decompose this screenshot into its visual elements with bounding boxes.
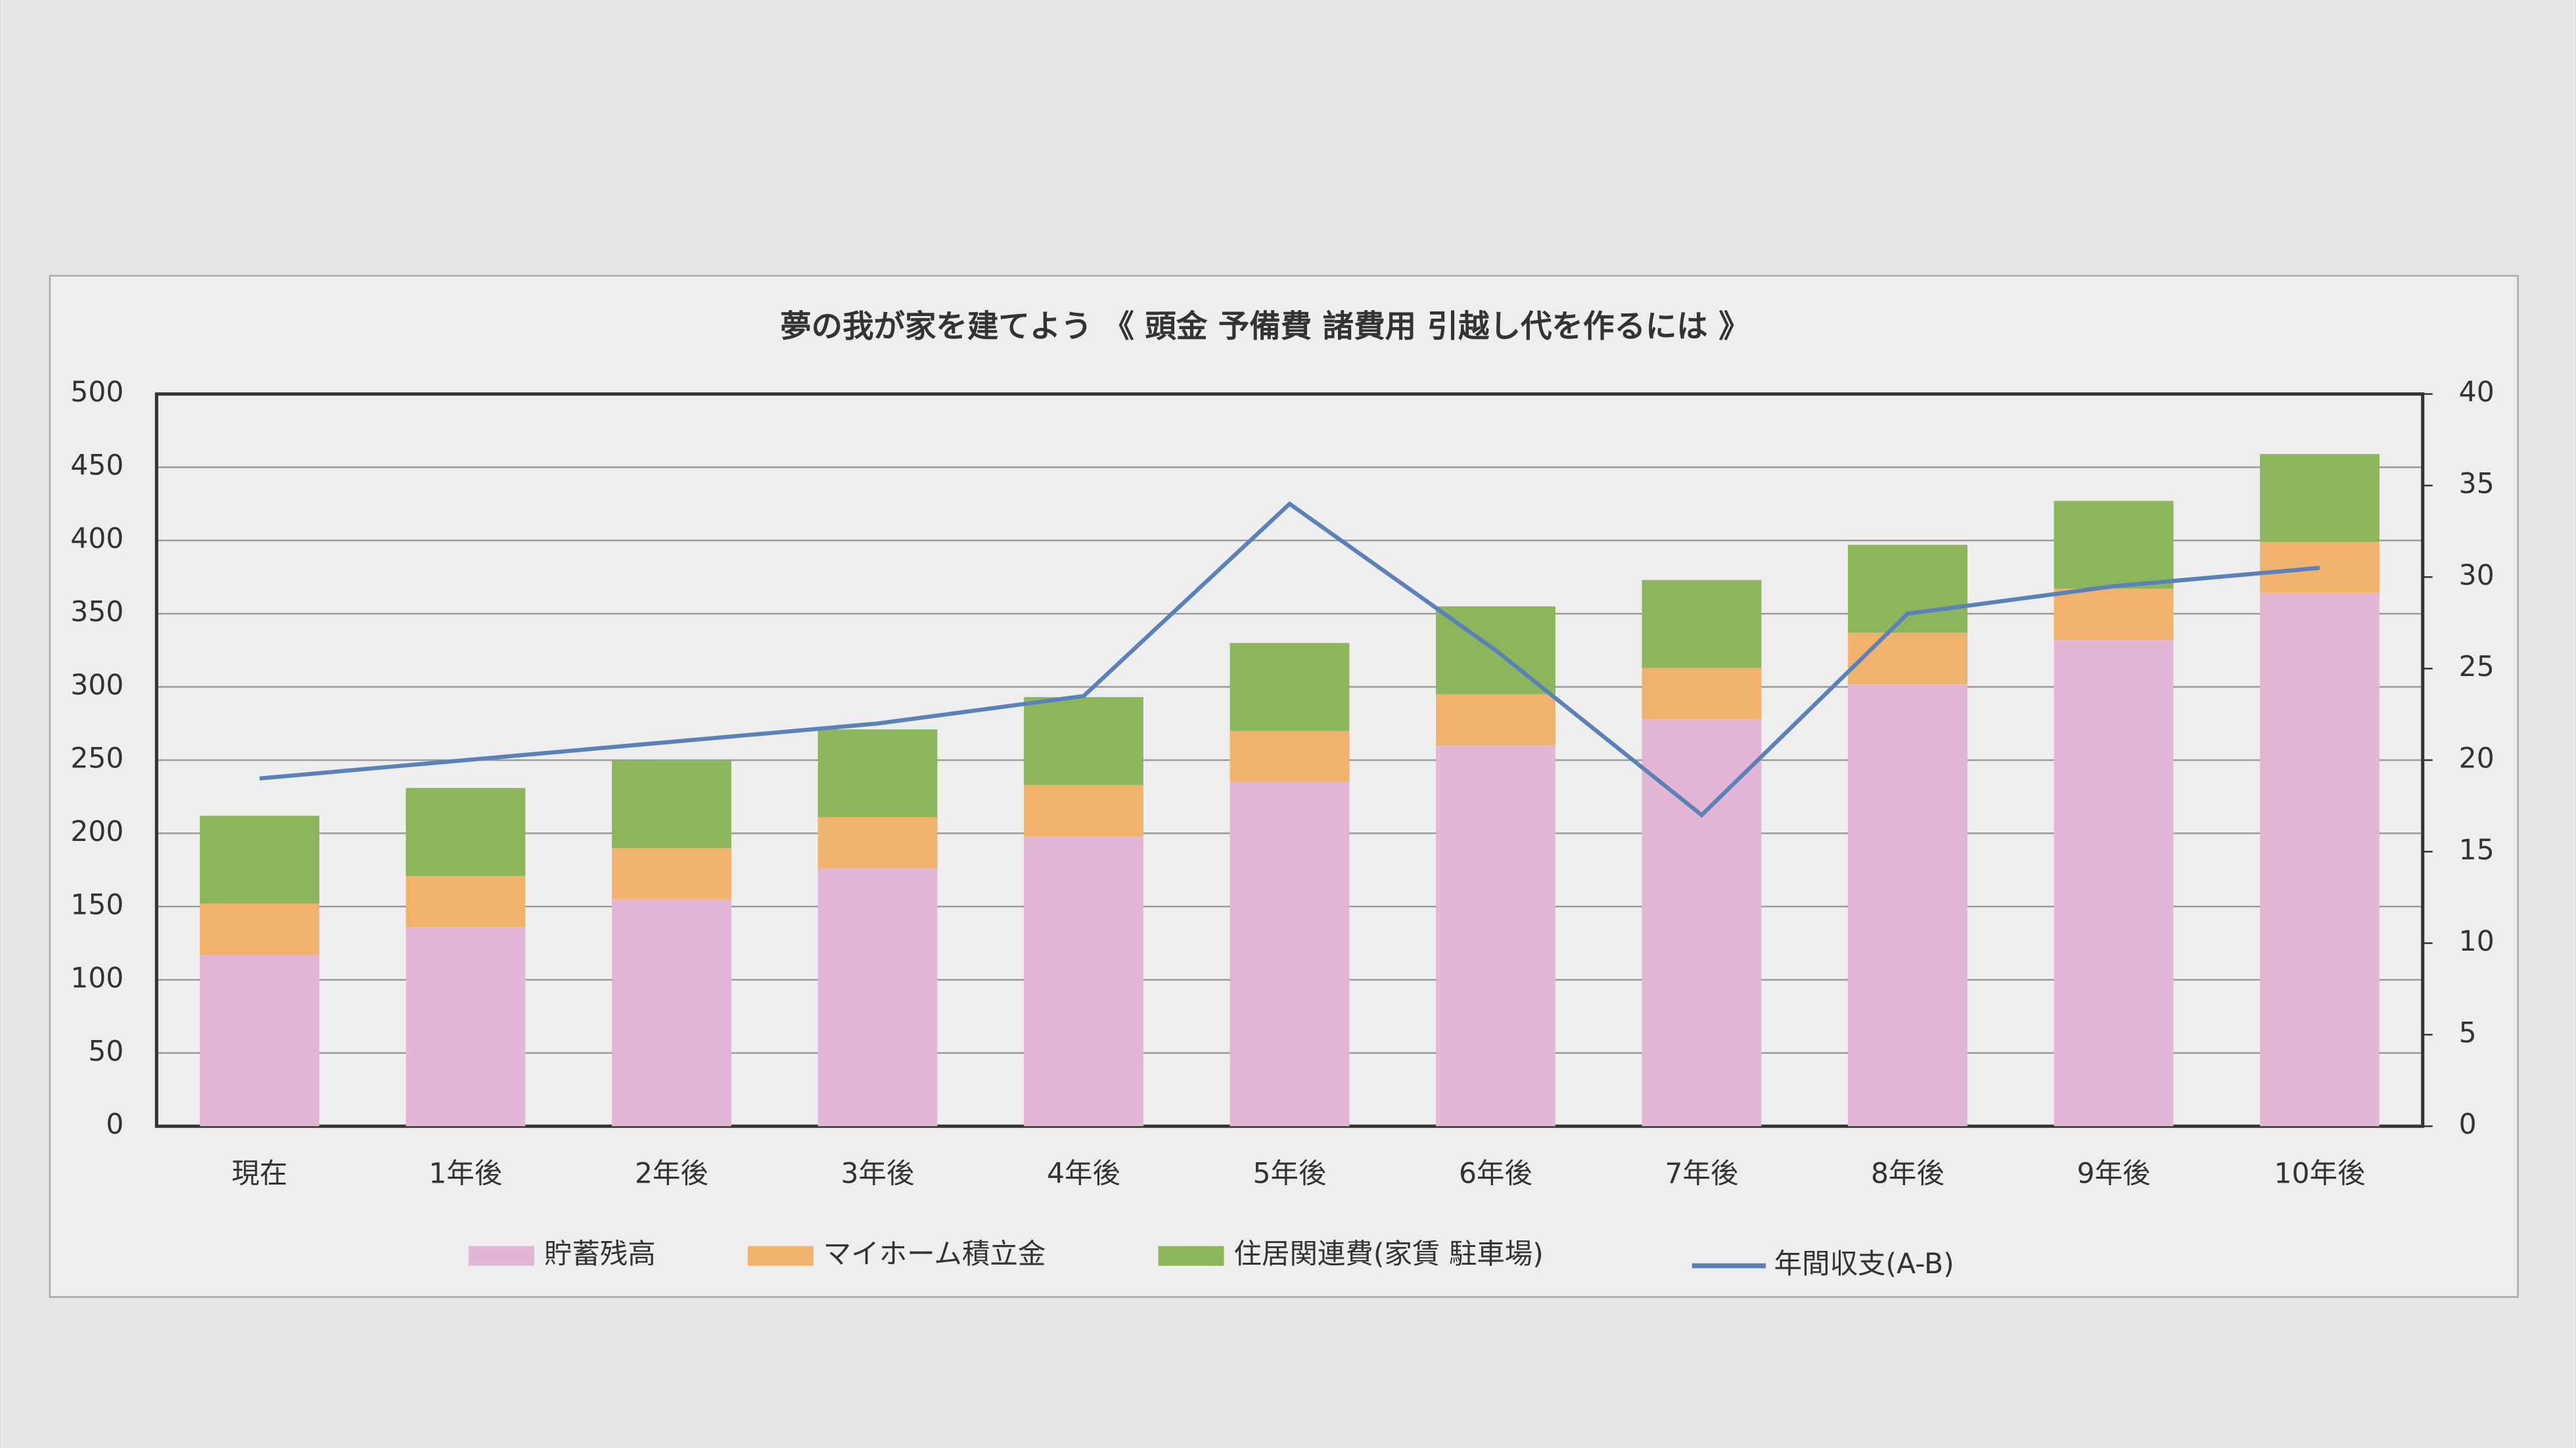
y-tick-label: 100	[70, 962, 124, 995]
legend-label: 年間収支(A-B)	[1774, 1248, 1954, 1280]
bar-segment	[2260, 593, 2380, 1127]
bar-segment	[1642, 667, 1762, 719]
y-tick-label: 250	[70, 742, 124, 775]
bar-segment	[612, 899, 731, 1127]
legend-label: マイホーム積立金	[823, 1238, 1046, 1271]
bar-segment	[1848, 545, 1967, 633]
legend-label: 貯蓄残高	[544, 1238, 656, 1271]
x-tick-label: 10年後	[2274, 1158, 2365, 1190]
y-tick-label: 150	[70, 889, 124, 921]
x-tick-label: 7年後	[1665, 1158, 1739, 1190]
line-series	[259, 501, 2320, 818]
bar-segment	[200, 955, 319, 1127]
bar-segment	[1848, 633, 1967, 685]
bar-segment	[1642, 719, 1762, 1127]
bar-segment	[817, 729, 938, 817]
bar-segment	[1024, 784, 1143, 836]
bar-segment	[817, 868, 938, 1127]
legend-swatch	[1158, 1246, 1224, 1266]
bar-segment	[612, 848, 731, 899]
y2-tick-label: 0	[2459, 1109, 2477, 1141]
y-tick-label: 0	[106, 1109, 124, 1141]
bar-segment	[405, 876, 526, 928]
y-tick-label: 450	[70, 450, 124, 482]
y-tick-label: 50	[88, 1035, 124, 1068]
y-tick-label: 500	[70, 376, 124, 409]
x-tick-label: 1年後	[429, 1158, 503, 1190]
bar-segment	[612, 759, 731, 848]
y2-tick-label: 15	[2459, 834, 2495, 867]
x-tick-label: 6年後	[1459, 1158, 1532, 1190]
y-tick-label: 300	[70, 669, 124, 702]
bar-segment	[2260, 454, 2380, 542]
bar-segment	[200, 903, 319, 955]
y2-tick-label: 25	[2459, 651, 2495, 683]
bar-segment	[2054, 501, 2174, 589]
legend-swatch	[469, 1246, 535, 1266]
y2-tick-label: 30	[2459, 560, 2495, 592]
y-tick-label: 200	[70, 816, 124, 848]
bar-segment	[405, 927, 526, 1127]
bar-segment	[1848, 684, 1967, 1127]
bar-segment	[1024, 836, 1143, 1127]
y2-tick-label: 40	[2459, 376, 2495, 409]
x-tick-label: 3年後	[841, 1158, 915, 1190]
x-tick-label: 8年後	[1871, 1158, 1944, 1190]
y2-tick-label: 35	[2459, 468, 2495, 501]
y2-tick-label: 5	[2459, 1017, 2477, 1049]
chart-title: 夢の我が家を建てよう 《 頭金 予備費 諸費用 引越し代を作るには 》	[780, 309, 1750, 345]
bar-segment	[817, 817, 938, 869]
x-tick-label: 4年後	[1047, 1158, 1120, 1190]
bar-segment	[1230, 782, 1350, 1127]
legend-label: 住居関連費(家賃 駐車場)	[1234, 1238, 1544, 1271]
legend-swatch	[747, 1246, 814, 1266]
bar-segment	[405, 788, 526, 876]
x-tick-label: 現在	[232, 1158, 288, 1190]
y-tick-label: 400	[70, 523, 124, 555]
bar-segment	[1230, 643, 1350, 731]
x-tick-label: 9年後	[2077, 1158, 2150, 1190]
bar-segment	[1230, 731, 1350, 782]
bar-segment	[200, 815, 319, 904]
bar-segment	[1436, 694, 1555, 746]
bar-segment	[1024, 697, 1143, 785]
bar-segment	[2054, 640, 2174, 1127]
bar-segment	[1436, 745, 1555, 1127]
bar-segment	[1642, 579, 1762, 668]
y-tick-label: 350	[70, 597, 124, 629]
x-tick-label: 2年後	[635, 1158, 708, 1190]
bar-segment	[2054, 589, 2174, 641]
y2-tick-label: 20	[2459, 742, 2495, 775]
bar-segment	[2260, 541, 2380, 593]
y2-tick-label: 10	[2459, 926, 2495, 958]
x-tick-label: 5年後	[1253, 1158, 1327, 1190]
